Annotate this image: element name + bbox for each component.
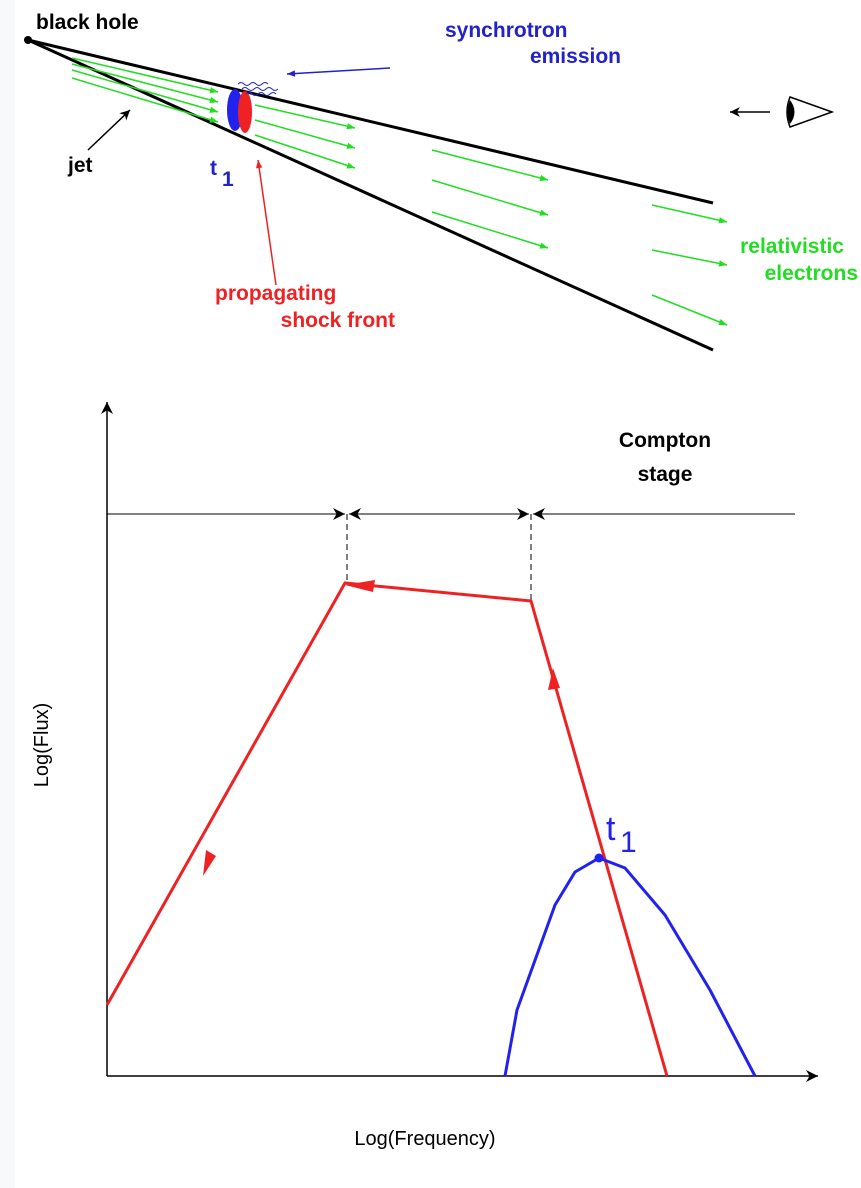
label: 1 <box>620 826 637 859</box>
label: stage <box>638 463 693 486</box>
t1-point <box>594 853 604 863</box>
jet-edge <box>27 38 714 205</box>
electron-arrows <box>71 57 728 326</box>
label: emission <box>530 45 621 68</box>
evolution-track <box>105 581 669 1077</box>
spectrum-diagram <box>101 402 818 1082</box>
synchrotron-waves <box>237 82 279 96</box>
label: t <box>606 810 616 848</box>
label: 1 <box>222 168 234 191</box>
jet-labels: black hole synchrotron emission jet t 1 … <box>36 11 858 332</box>
jet-diagram <box>24 36 835 352</box>
x-axis-label: Log(Frequency) <box>354 1128 495 1150</box>
eye <box>786 96 835 128</box>
y-axis-label: Log(Flux) <box>31 703 53 787</box>
spectrum-labels: Compton stage t 1 Log(Flux) Log(Frequenc… <box>31 429 711 1150</box>
canvas <box>15 0 861 1188</box>
shock-red <box>238 91 252 133</box>
label: electrons <box>765 262 858 285</box>
stage-markers <box>107 508 795 601</box>
track-arrow <box>345 580 375 592</box>
jet-arrow <box>87 109 131 151</box>
label: relativistic <box>740 235 844 258</box>
label: synchrotron <box>445 19 568 42</box>
label: propagating <box>215 282 336 305</box>
label: shock front <box>281 309 395 332</box>
label: jet <box>67 154 93 177</box>
shock-arrow <box>255 159 277 286</box>
label: t <box>210 157 217 180</box>
jet-edge <box>27 38 714 352</box>
track-arrow <box>203 850 216 876</box>
label: black hole <box>36 11 139 34</box>
synchrotron-arrow <box>286 67 391 77</box>
eye-pupil <box>787 100 795 124</box>
track-arrow <box>548 668 560 690</box>
label: Compton <box>619 429 711 452</box>
